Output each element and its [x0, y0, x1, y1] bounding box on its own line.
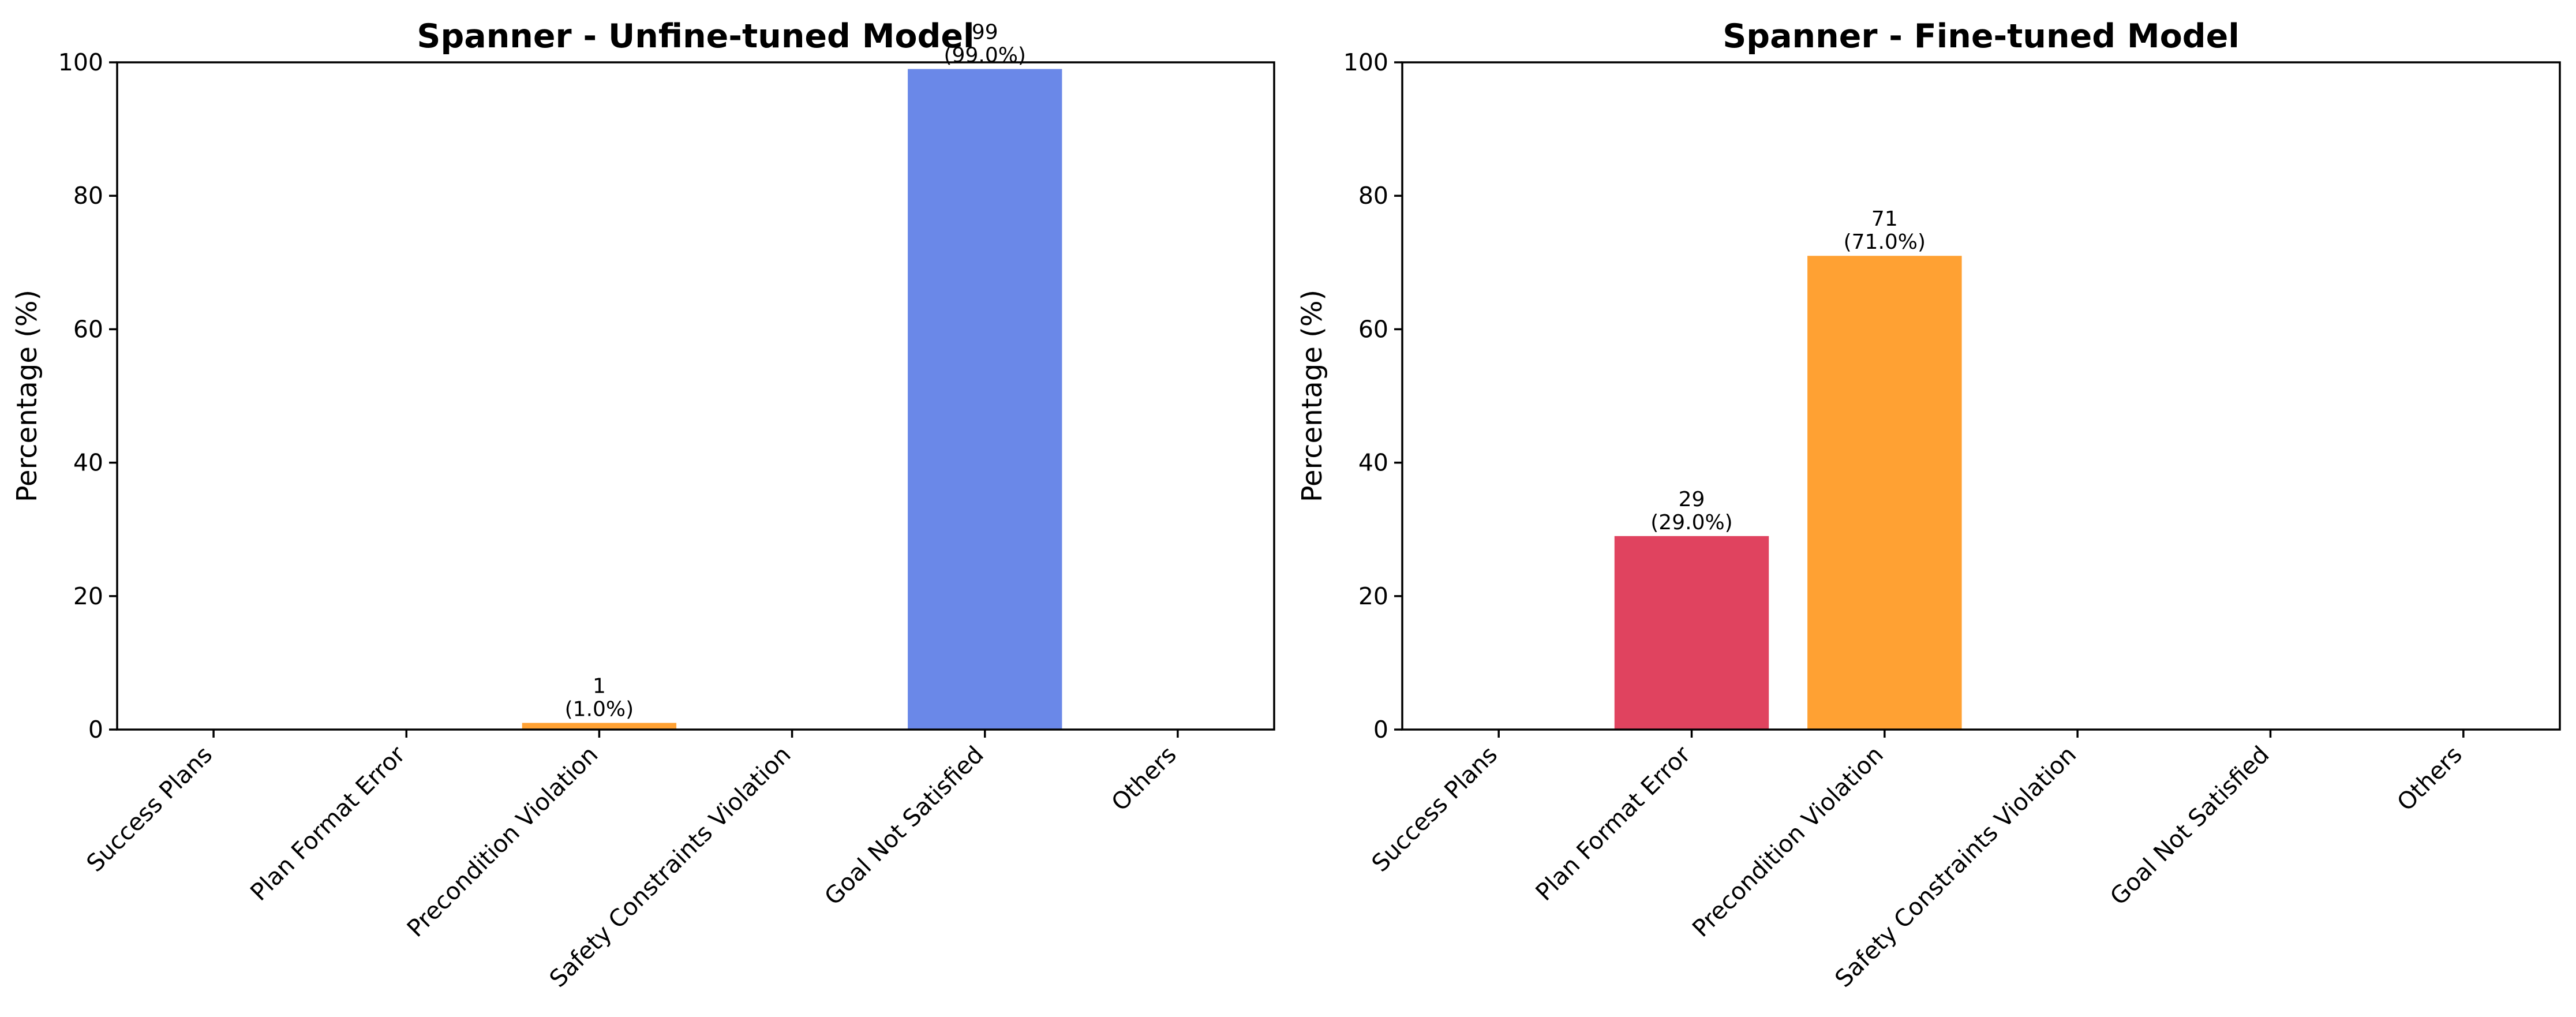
- y-axis-label: Percentage (%): [11, 290, 43, 502]
- y-tick-label: 0: [88, 716, 103, 743]
- y-tick-label: 80: [73, 182, 103, 210]
- bar-precondition-violation: [522, 723, 677, 730]
- y-axis-label: Percentage (%): [1296, 290, 1328, 502]
- data-label-count: 71: [1871, 207, 1898, 231]
- y-tick-label: 60: [1358, 315, 1388, 343]
- y-tick-label: 100: [58, 48, 103, 76]
- plot-frame: [116, 61, 1275, 731]
- data-label-count: 29: [1679, 488, 1705, 511]
- y-tick-label: 40: [73, 449, 103, 477]
- data-label-percent: (71.0%): [1844, 230, 1926, 254]
- y-tick-label: 20: [1358, 582, 1388, 610]
- y-tick-label: 60: [73, 315, 103, 343]
- data-label-count: 99: [972, 21, 998, 44]
- data-label-percent: (99.0%): [944, 44, 1026, 68]
- y-tick-label: 0: [1373, 716, 1388, 743]
- plot-frame: [1401, 61, 2561, 731]
- bar-goal-not-satisfied: [908, 69, 1062, 730]
- y-tick-label: 100: [1343, 48, 1388, 76]
- bar-precondition-violation: [1807, 256, 1962, 730]
- y-tick-label: 20: [73, 582, 103, 610]
- data-label-percent: (1.0%): [565, 697, 634, 721]
- chart-title: Spanner - Fine-tuned Model: [1723, 17, 2240, 55]
- data-label-percent: (29.0%): [1650, 511, 1732, 534]
- y-tick-label: 40: [1358, 449, 1388, 477]
- bar-plan-format-error: [1614, 536, 1769, 730]
- chart-title: Spanner - Unfine-tuned Model: [417, 17, 974, 55]
- data-label-count: 1: [593, 674, 606, 698]
- y-tick-label: 80: [1358, 182, 1388, 210]
